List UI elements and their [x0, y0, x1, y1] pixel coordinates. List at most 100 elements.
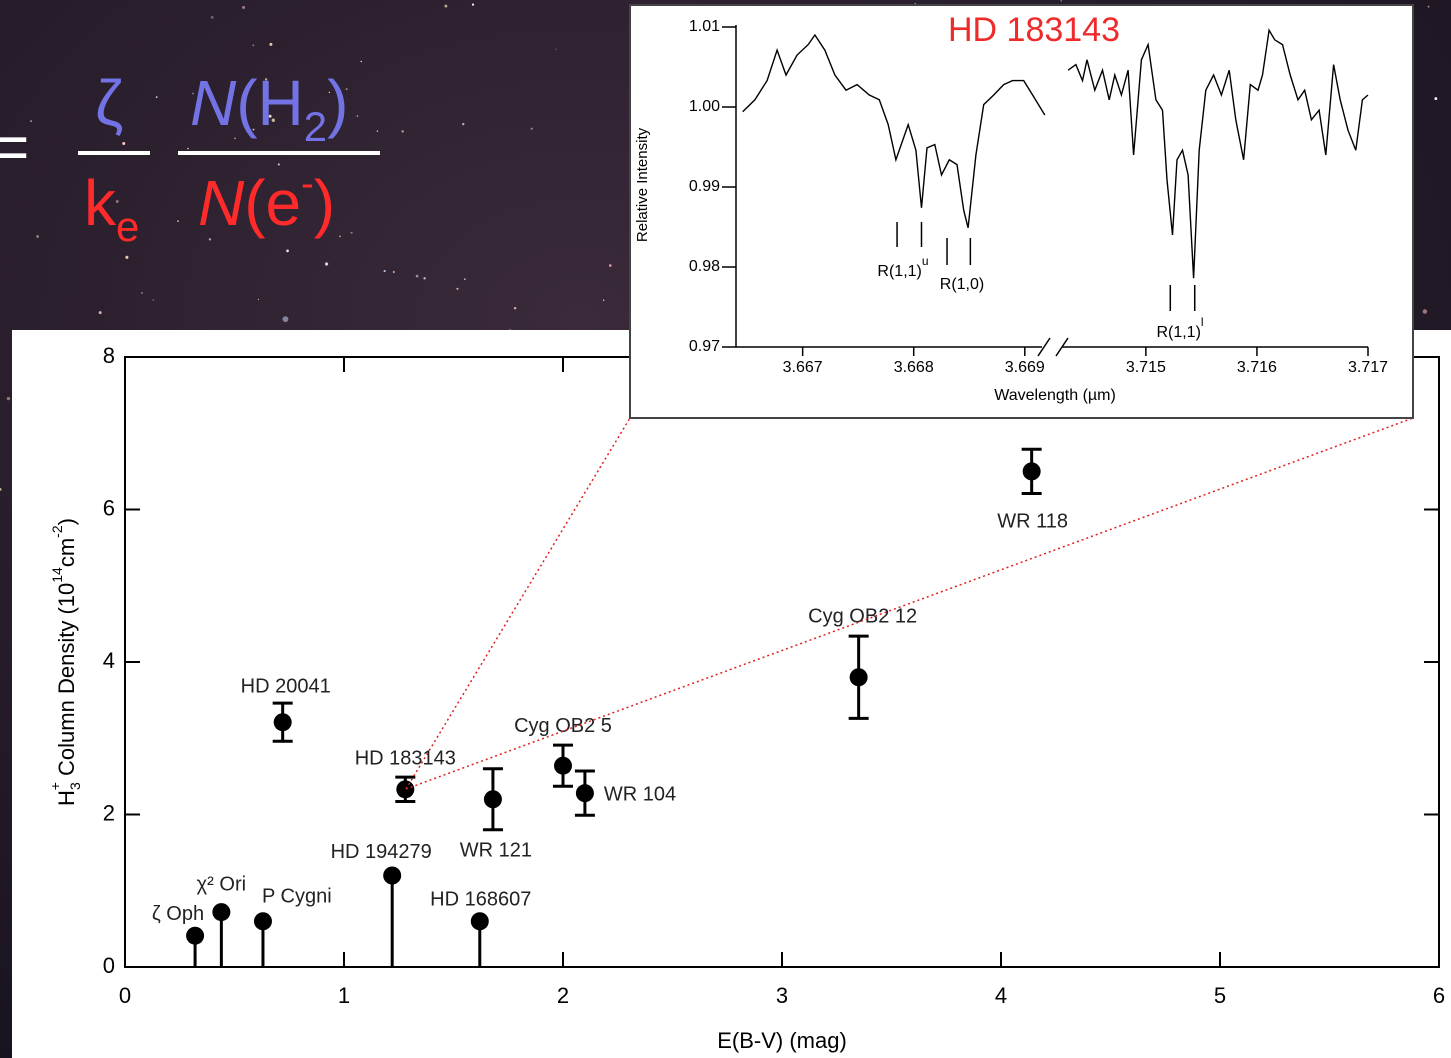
star [416, 275, 419, 278]
star [351, 232, 353, 234]
ne: N(e-) [198, 163, 335, 239]
data-point [274, 713, 292, 731]
point-label: Cyg OB2 12 [808, 606, 917, 628]
y-label-sup: + [47, 782, 63, 790]
marker-label: R(1,0) [940, 276, 984, 293]
y-label-sub: 3 [67, 782, 83, 790]
star [253, 45, 255, 47]
data-point [186, 927, 204, 945]
star [122, 142, 125, 145]
point-label: HD 194279 [331, 841, 432, 863]
n-symbol: N [198, 167, 245, 239]
point-label: Cyg OB2 5 [514, 715, 612, 737]
star [1434, 97, 1437, 100]
k: k [84, 167, 117, 239]
x-tick-label: 0 [119, 983, 131, 1008]
equals-sign: = [0, 111, 29, 183]
point-label: ζ Oph [152, 903, 204, 925]
y-label-sup: -2 [49, 525, 65, 538]
point-label: HD 20041 [241, 676, 331, 698]
data-point [471, 912, 489, 930]
star [187, 148, 188, 149]
x-tick-label: 1 [338, 983, 350, 1008]
x-axis-label: Wavelength (µm) [994, 387, 1116, 404]
star [30, 120, 32, 122]
data-point [484, 790, 502, 808]
star [609, 264, 612, 267]
star [1423, 309, 1427, 313]
data-point [576, 784, 594, 802]
slide: = ζ ke N(H2) N(e-) 012345602468E(B-V) (m… [0, 0, 1451, 1058]
star [211, 16, 214, 19]
nh2-open: (H [236, 67, 304, 139]
x-tick-label: 2 [557, 983, 569, 1008]
star [283, 316, 289, 322]
star [603, 300, 604, 301]
zeta: ζ [95, 67, 123, 139]
star [361, 61, 362, 62]
page: = ζ ke N(H2) N(e-) 012345602468E(B-V) (m… [0, 0, 1451, 1058]
y-tick-label: 2 [103, 800, 115, 825]
y-label-part: ) [54, 518, 79, 525]
x-tick-label: 3.716 [1237, 359, 1277, 376]
star [393, 271, 395, 273]
data-point [383, 867, 401, 885]
star [152, 299, 154, 301]
data-point [554, 757, 572, 775]
star [423, 277, 425, 279]
nh2-subscript: 2 [304, 103, 327, 150]
star [125, 256, 128, 259]
n-symbol: N [190, 67, 237, 139]
star [464, 278, 466, 280]
star [556, 48, 557, 49]
y-tick-label: 1.01 [689, 18, 720, 35]
y-axis-label: Relative Intensity [634, 127, 651, 242]
star [325, 262, 328, 265]
star [456, 288, 458, 290]
marker-label-text: R(1,1) [877, 263, 921, 280]
marker-label-text: R(1,0) [940, 276, 984, 293]
x-axis-label: E(B-V) (mag) [717, 1028, 847, 1053]
star [401, 130, 404, 133]
star [7, 397, 10, 400]
data-point [1023, 462, 1041, 480]
y-tick-label: 1.00 [689, 98, 720, 115]
marker-label-text: R(1,1) [1156, 324, 1200, 341]
star [444, 5, 447, 8]
y-label-sup: 14 [49, 567, 65, 583]
star [472, 3, 474, 5]
point-label: WR 121 [460, 840, 532, 862]
star [141, 292, 143, 294]
star [242, 6, 245, 9]
main-chart-panel [12, 330, 1451, 1058]
star [177, 220, 179, 222]
y-label-part: H [54, 790, 79, 806]
x-tick-label: 3.667 [783, 359, 823, 376]
y-tick-label: 0.99 [689, 178, 720, 195]
star [462, 123, 464, 125]
point-label: P Cygni [262, 886, 332, 908]
point-label: WR 118 [997, 511, 1068, 533]
point-label: HD 168607 [430, 889, 531, 911]
y-tick-label: 0.98 [689, 258, 720, 275]
star [339, 236, 341, 238]
star [384, 270, 386, 272]
x-tick-label: 3.668 [894, 359, 934, 376]
marker-label-sup: u [922, 254, 929, 268]
star [99, 311, 102, 314]
star [286, 250, 289, 253]
point-label: χ² Ori [197, 873, 246, 895]
marker-label-sup: l [1201, 315, 1204, 329]
data-point [254, 912, 272, 930]
x-tick-label: 3 [776, 983, 788, 1008]
y-label-part: Column Density (10 [54, 583, 79, 782]
inset-panel [630, 5, 1413, 418]
star [258, 299, 259, 300]
x-tick-label: 3.717 [1348, 359, 1388, 376]
star [514, 307, 517, 310]
y-tick-label: 6 [103, 495, 115, 520]
ne-superscript: - [301, 163, 314, 205]
ne-open: (e [244, 167, 301, 239]
star [531, 128, 533, 130]
star [278, 163, 280, 165]
